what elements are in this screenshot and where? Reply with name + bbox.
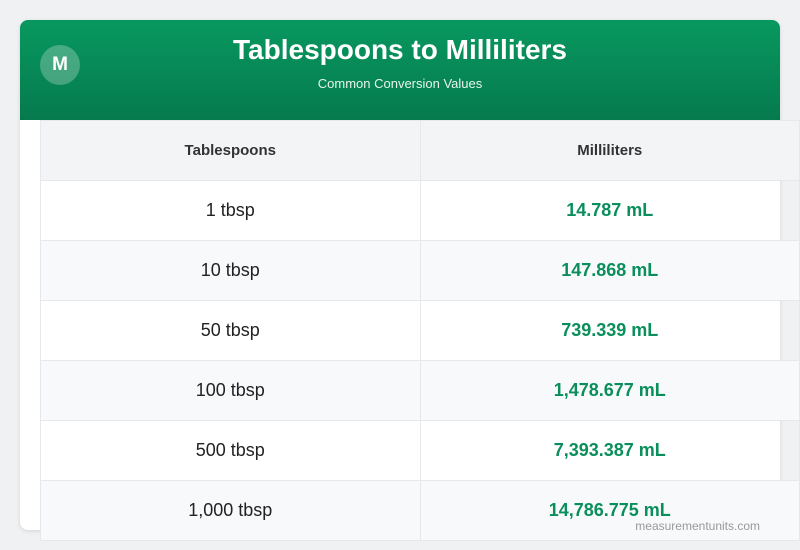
column-header: Milliliters — [419, 120, 800, 181]
table-row: 100 tbsp 1,478.677 mL — [40, 360, 800, 421]
milliliters-cell: 739.339 mL — [419, 300, 800, 361]
tablespoons-cell: 1,000 tbsp — [40, 480, 421, 541]
milliliters-cell: 1,478.677 mL — [419, 360, 800, 421]
milliliters-cell: 14.787 mL — [419, 180, 800, 241]
table-row: 500 tbsp 7,393.387 mL — [40, 420, 800, 481]
tablespoons-cell: 100 tbsp — [40, 360, 421, 421]
subtitle: Common Conversion Values — [317, 76, 483, 91]
title: Tablespoons to Milliliters — [233, 34, 567, 65]
milliliters-cell: 14,786.775 mL — [419, 480, 800, 541]
tablespoons-cell: 10 tbsp — [40, 240, 421, 301]
table-body: 1 tbsp 14.787 mL 10 tbsp 147.868 mL 50 tbsp 7… — [40, 180, 800, 541]
tablespoons-cell: 1 tbsp — [40, 180, 421, 241]
header: M Tablespoons to Milliliters Common Conv… — [20, 20, 780, 120]
footer: measurementunits.com — [635, 519, 760, 533]
milliliters-cell: 147.868 mL — [419, 240, 800, 301]
tablespoons-cell: 50 tbsp — [40, 300, 421, 361]
conversion-table: Tablespoons Milliliters 1 tbsp 14.787 mL 1… — [40, 120, 800, 541]
tablespoons-cell: 500 tbsp — [40, 420, 421, 481]
table-row: 1,000 tbsp 14,786.775 mL — [40, 480, 800, 541]
table-row: 50 tbsp 739.339 mL — [40, 300, 800, 361]
header-row: Tablespoons Milliliters — [40, 120, 800, 181]
logo: M — [40, 45, 80, 85]
table-row: 1 tbsp 14.787 mL — [40, 180, 800, 241]
table-row: 10 tbsp 147.868 mL — [40, 240, 800, 301]
column-header: Tablespoons — [40, 120, 421, 181]
milliliters-cell: 7,393.387 mL — [419, 420, 800, 481]
